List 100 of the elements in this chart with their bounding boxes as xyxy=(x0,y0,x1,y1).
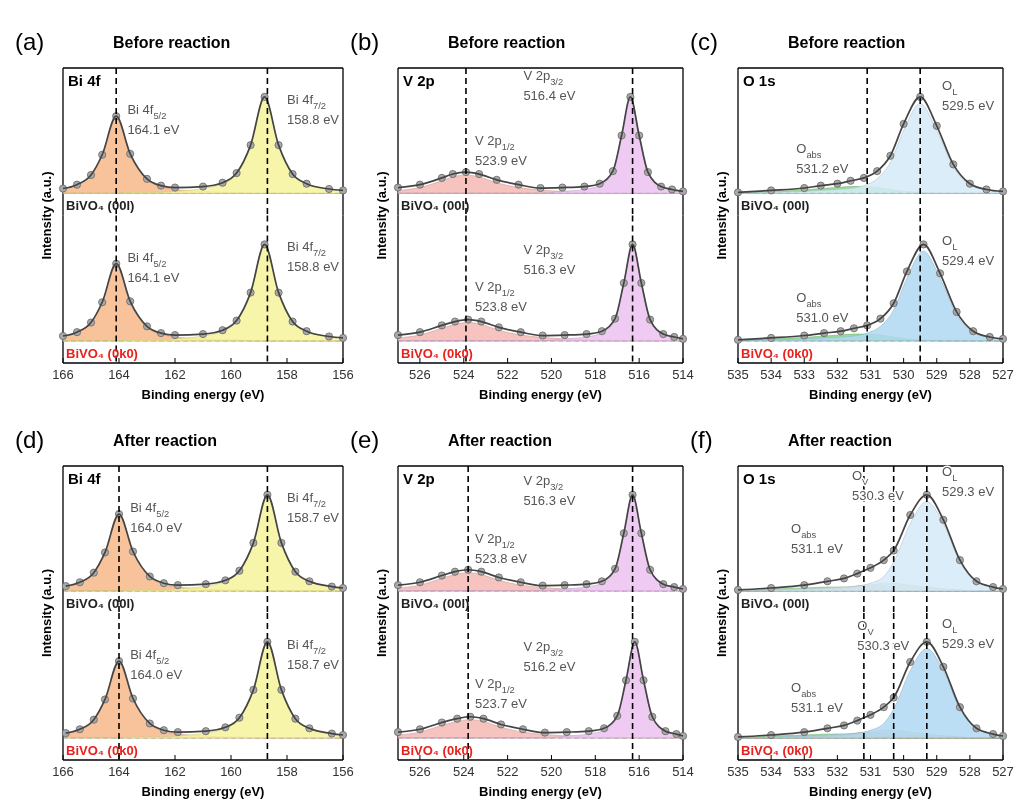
x-tick-label: 533 xyxy=(793,367,816,382)
x-tick-label: 162 xyxy=(164,764,186,779)
text: BiVO₄ (00l) xyxy=(401,198,470,214)
annotation: Bi 4f$_{5/2}$ 164.0 eV xyxy=(130,647,183,683)
text: BiVO₄ (00l) xyxy=(66,595,135,611)
x-tick-label: 533 xyxy=(793,764,816,779)
chart-title: Before reaction xyxy=(113,34,231,51)
annotation: O$_{V}$ 530.3 eV xyxy=(857,618,910,654)
x-tick-label: 520 xyxy=(540,764,563,779)
text: (d) xyxy=(15,426,45,453)
text: (a) xyxy=(15,28,45,55)
y-axis-title: Intensity (a.u.) xyxy=(374,568,389,658)
x-tick-label: 156 xyxy=(332,764,354,779)
x-tick-label: 526 xyxy=(409,764,431,779)
x-tick-label: 529 xyxy=(925,764,948,779)
annotation: V 2p$_{1/2}$ 523.9 eV xyxy=(474,133,528,169)
x-tick-label: 514 xyxy=(672,764,694,779)
x-tick-label: 158 xyxy=(276,764,298,779)
y-axis-title: Intensity (a.u.) xyxy=(39,568,54,658)
text: BiVO₄ (0k0) xyxy=(741,742,813,758)
annotation: V 2p$_{3/2}$ 516.4 eV xyxy=(523,67,576,103)
text: BiVO₄ (0k0) xyxy=(741,345,813,361)
annotation: Bi 4f$_{5/2}$ 164.1 eV xyxy=(127,249,180,285)
x-tick-label: 166 xyxy=(52,367,74,382)
annotation: V 2p$_{3/2}$ 516.3 eV xyxy=(523,242,576,278)
x-tick-label: 534 xyxy=(760,764,782,779)
x-tick-label: 535 xyxy=(727,764,749,779)
x-tick-label: 532 xyxy=(826,764,849,779)
y-axis-title: Intensity (a.u.) xyxy=(39,171,54,260)
annotation: Bi 4f$_{7/2}$ 158.8 eV xyxy=(287,91,340,127)
x-tick-label: 531 xyxy=(859,764,882,779)
annotation: O$_{abs}$ 531.2 eV xyxy=(796,140,849,176)
x-tick-label: 527 xyxy=(992,764,1014,779)
x-axis-title: Binding energy (eV) xyxy=(141,784,265,799)
x-tick-label: 518 xyxy=(584,764,607,779)
x-axis-title: Binding energy (eV) xyxy=(479,784,602,799)
chart-title: Before reaction xyxy=(788,34,906,51)
annotation: O$_{abs}$ 531.0 eV xyxy=(796,290,849,326)
x-tick-label: 160 xyxy=(220,367,242,382)
annotation: V 2p$_{1/2}$ 523.8 eV xyxy=(474,278,528,314)
text: BiVO₄ (0k0) xyxy=(66,742,138,758)
x-axis-title: Binding energy (eV) xyxy=(809,387,932,402)
text: O 1s xyxy=(743,470,776,487)
annotation: Bi 4f$_{5/2}$ 164.0 eV xyxy=(130,500,183,536)
x-tick-label: 164 xyxy=(108,764,130,779)
chart-title: Before reaction xyxy=(448,34,566,51)
x-tick-label: 156 xyxy=(332,367,354,382)
text: (b) xyxy=(350,28,380,55)
annotation: O$_{L}$ 529.3 eV xyxy=(942,463,995,499)
text: O 1s xyxy=(743,72,776,89)
text: BiVO₄ (00l) xyxy=(401,595,470,611)
x-tick-label: 532 xyxy=(826,367,849,382)
text: (c) xyxy=(690,28,718,55)
x-tick-label: 158 xyxy=(276,367,298,382)
x-tick-label: 529 xyxy=(925,367,948,382)
annotation: O$_{abs}$ 531.1 eV xyxy=(791,521,844,557)
x-tick-label: 514 xyxy=(672,367,694,382)
x-tick-label: 524 xyxy=(452,367,475,382)
text: (e) xyxy=(350,426,380,453)
x-tick-label: 528 xyxy=(959,764,981,779)
annotation: O$_{L}$ 529.4 eV xyxy=(942,233,995,269)
x-tick-label: 534 xyxy=(760,367,782,382)
text: BiVO₄ (0k0) xyxy=(401,345,473,361)
annotation: V 2p$_{1/2}$ 523.7 eV xyxy=(474,675,528,711)
x-tick-label: 164 xyxy=(108,367,130,382)
text: BiVO₄ (0k0) xyxy=(66,345,138,361)
x-tick-label: 516 xyxy=(628,367,651,382)
x-tick-label: 160 xyxy=(220,764,242,779)
x-tick-label: 527 xyxy=(992,367,1014,382)
annotation: V 2p$_{3/2}$ 516.2 eV xyxy=(523,639,576,675)
text: (f) xyxy=(690,426,713,453)
text: Bi 4f xyxy=(68,72,102,89)
annotation: Bi 4f$_{7/2}$ 158.7 eV xyxy=(287,636,340,672)
x-axis-title: Binding energy (eV) xyxy=(141,387,265,402)
y-axis-title: Intensity (a.u.) xyxy=(714,171,729,260)
x-tick-label: 522 xyxy=(496,367,519,382)
y-axis-title: Intensity (a.u.) xyxy=(714,568,729,658)
annotation: O$_{L}$ 529.3 eV xyxy=(942,616,995,652)
x-tick-label: 162 xyxy=(164,367,186,382)
x-tick-label: 531 xyxy=(859,367,882,382)
x-tick-label: 535 xyxy=(727,367,749,382)
x-tick-label: 528 xyxy=(959,367,981,382)
text: V 2p xyxy=(403,72,435,89)
x-tick-label: 522 xyxy=(496,764,519,779)
x-tick-label: 530 xyxy=(892,367,915,382)
x-tick-label: 166 xyxy=(52,764,74,779)
annotation: O$_{abs}$ 531.1 eV xyxy=(791,679,844,715)
x-axis-title: Binding energy (eV) xyxy=(479,387,602,402)
x-tick-label: 518 xyxy=(584,367,607,382)
x-tick-label: 520 xyxy=(540,367,563,382)
annotation: Bi 4f$_{7/2}$ 158.8 eV xyxy=(287,239,340,275)
y-axis-title: Intensity (a.u.) xyxy=(374,171,389,260)
x-axis-title: Binding energy (eV) xyxy=(809,784,932,799)
chart-title: After reaction xyxy=(113,432,218,449)
x-tick-label: 516 xyxy=(628,764,651,779)
x-tick-label: 526 xyxy=(409,367,431,382)
text: BiVO₄ (00l) xyxy=(66,198,135,214)
text: BiVO₄ (0k0) xyxy=(401,742,473,758)
text: BiVO₄ (00l) xyxy=(741,595,810,611)
annotation: Bi 4f$_{7/2}$ 158.7 eV xyxy=(287,489,340,525)
